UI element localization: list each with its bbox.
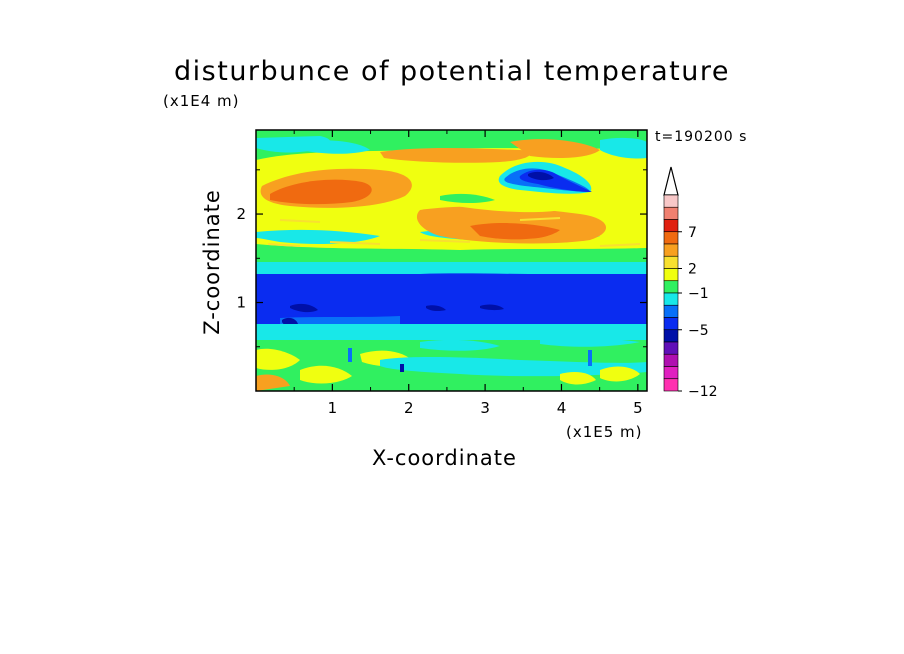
- colorbar-label: 2: [688, 262, 697, 278]
- contour-region: [256, 324, 647, 340]
- x-tick-label: 2: [404, 399, 414, 417]
- colorbar-extend-arrow: [663, 166, 679, 196]
- colorbar-swatch: [663, 304, 679, 318]
- contour-region: [300, 140, 370, 154]
- x-ticks: 1 2 3 4 5: [293, 130, 643, 417]
- colorbar-swatch: [663, 206, 679, 220]
- contour-region: [380, 357, 647, 377]
- contour-streak: [329, 241, 381, 245]
- contour-streak: [267, 243, 301, 247]
- x-tick-label: 3: [480, 399, 490, 417]
- time-label: t=190200 s: [655, 129, 748, 145]
- contour-region: [588, 350, 592, 366]
- contour-region: [256, 374, 290, 391]
- contour-region: [290, 303, 318, 313]
- contour-region: [440, 193, 495, 203]
- x-axis-unit: (x1E5 m): [566, 423, 643, 441]
- contour-region: [256, 229, 380, 244]
- contour-region: [510, 227, 552, 239]
- colorbar-swatch: [663, 243, 679, 257]
- contour-region: [540, 337, 640, 347]
- colorbar-swatch: [663, 280, 679, 294]
- contour-streak: [419, 239, 471, 243]
- colorbar-swatch: [663, 219, 679, 233]
- contour-field: [256, 130, 647, 391]
- colorbar-swatch: [663, 194, 679, 208]
- colorbar-swatch: [663, 366, 679, 380]
- contour-region: [400, 364, 404, 372]
- colorbar: 7 2 −1 −5 −12: [663, 166, 718, 400]
- colorbar-swatch: [663, 317, 679, 331]
- colorbar-swatch: [663, 378, 679, 392]
- x-tick-label: 4: [557, 399, 567, 417]
- contour-region: [280, 316, 400, 324]
- contour-region: [420, 339, 500, 351]
- x-axis-label: X-coordinate: [372, 446, 517, 470]
- plot-frame: [255, 129, 648, 392]
- contour-region: [318, 180, 362, 195]
- contour-streak: [599, 243, 641, 247]
- contour-region: [380, 148, 531, 163]
- colorbar-label: 7: [688, 225, 697, 241]
- contour-streak: [279, 219, 321, 223]
- contour-region: [348, 348, 352, 362]
- colorbar-label: −1: [688, 286, 709, 302]
- contour-streak: [519, 217, 561, 221]
- colorbar-swatch: [663, 255, 679, 269]
- contour-region: [528, 171, 554, 181]
- y-axis-unit: (x1E4 m): [163, 92, 240, 110]
- chart-title: disturbunce of potential temperature: [174, 56, 730, 87]
- x-tick-label: 5: [633, 399, 643, 417]
- contour-region: [510, 139, 600, 158]
- colorbar-swatch: [663, 231, 679, 245]
- y-ticks: 12: [236, 169, 647, 348]
- contour-region: [560, 372, 596, 385]
- x-tick-label: 1: [328, 399, 338, 417]
- contour-region: [426, 305, 446, 312]
- contour-region: [600, 366, 640, 382]
- contour-region: [300, 365, 352, 384]
- contour-region: [600, 137, 647, 159]
- colorbar-swatch: [663, 341, 679, 355]
- colorbar-swatch: [663, 353, 679, 367]
- colorbar-swatch: [663, 329, 679, 343]
- y-tick-label: 1: [236, 294, 246, 312]
- contour-region: [256, 348, 300, 370]
- contour-region: [256, 273, 647, 282]
- contour-region: [256, 262, 647, 276]
- y-tick-label: 2: [236, 205, 246, 223]
- colorbar-swatch: [663, 268, 679, 282]
- colorbar-label: −12: [688, 384, 718, 400]
- contour-region: [256, 274, 647, 324]
- colorbar-swatch: [663, 292, 679, 306]
- contour-region: [480, 304, 504, 311]
- colorbar-label: −5: [688, 323, 709, 339]
